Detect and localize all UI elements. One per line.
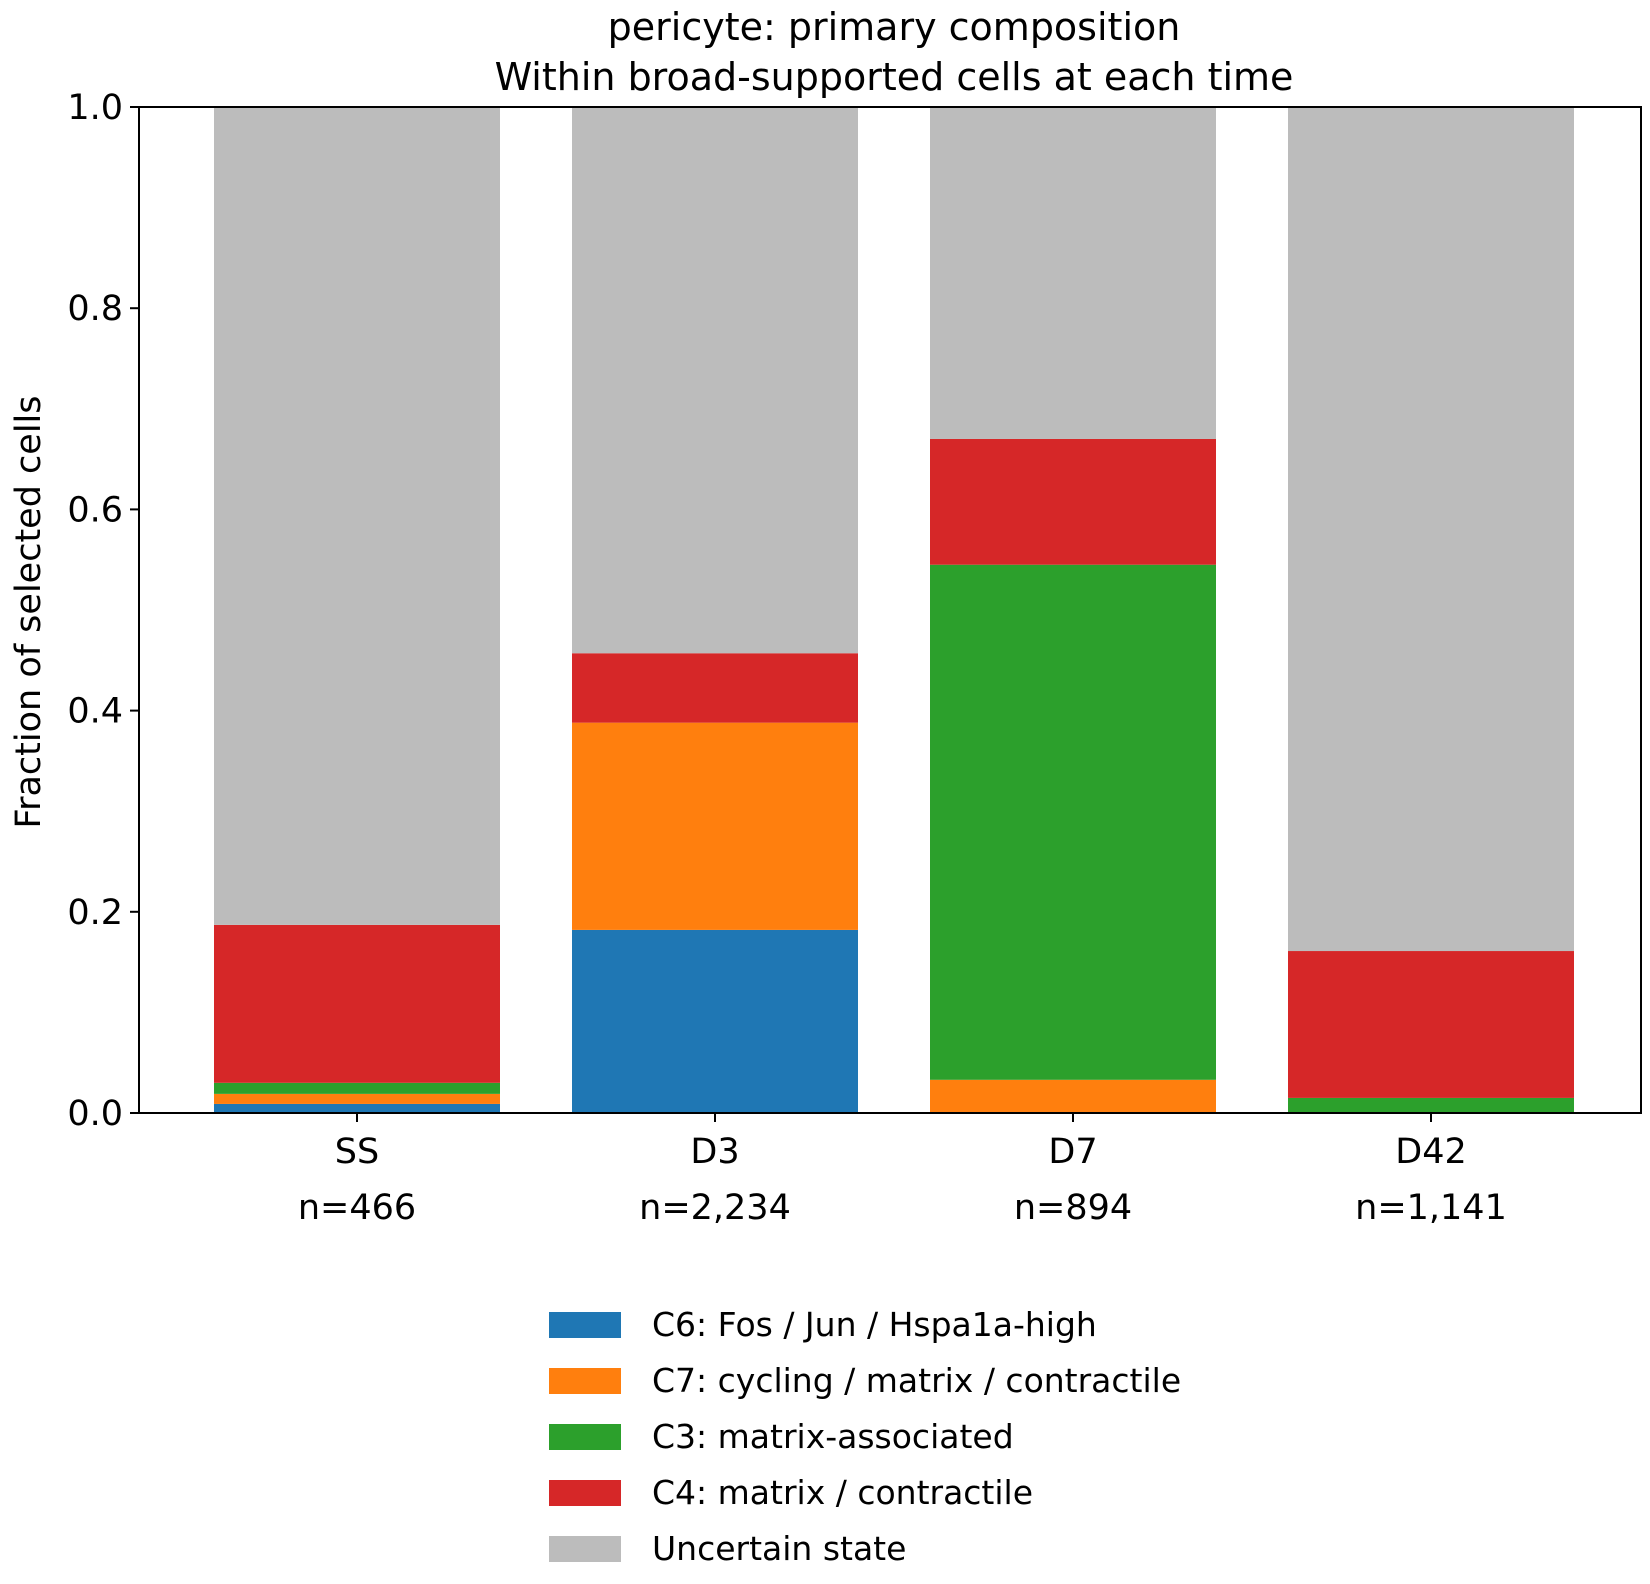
bar-segment [1288, 107, 1574, 952]
bar-segment [214, 924, 500, 1083]
x-tick-count-label: n=1,141 [1355, 1188, 1507, 1228]
legend-swatch [549, 1480, 621, 1506]
y-tick-label: 0.8 [67, 289, 123, 329]
chart-title: pericyte: primary composition [608, 5, 1181, 49]
y-tick-label: 1.0 [67, 88, 123, 128]
legend-label: C3: matrix-associated [652, 1417, 1014, 1456]
bar-segment [572, 929, 858, 1113]
bar-segment [214, 1082, 500, 1094]
bar-segment [930, 564, 1216, 1080]
chart-subtitle: Within broad-supported cells at each tim… [495, 55, 1294, 99]
legend-swatch [549, 1424, 621, 1450]
bars-group [214, 107, 1574, 1113]
x-tick-label: D3 [690, 1132, 739, 1172]
legend-label: Uncertain state [652, 1529, 907, 1568]
y-axis-label: Fraction of selected cells [9, 395, 49, 828]
bar-segment [214, 107, 500, 925]
legend-swatch [549, 1536, 621, 1562]
plot-frame [138, 106, 1642, 1114]
bar-segment [214, 1093, 500, 1104]
x-tick-count-label: n=466 [298, 1188, 416, 1228]
legend-swatch [549, 1312, 621, 1338]
bar-segment [1288, 1097, 1574, 1113]
x-tick-count-label: n=894 [1014, 1188, 1132, 1228]
bar-segment [572, 653, 858, 723]
legend-label: C6: Fos / Jun / Hspa1a-high [652, 1305, 1097, 1344]
bar-segment [572, 722, 858, 930]
x-tick-label: D7 [1048, 1132, 1097, 1172]
bar-segment [572, 107, 858, 654]
x-axis: SS n=466 D3 n=2,234 D7 n=894 D42 n=1,141 [298, 1113, 1507, 1228]
y-tick-label: 0.6 [67, 490, 123, 530]
legend-swatch [549, 1368, 621, 1394]
bar-segment [214, 1103, 500, 1113]
bar-segment [1288, 951, 1574, 1098]
bar-segment [930, 1079, 1216, 1113]
x-tick-label: D42 [1395, 1132, 1467, 1172]
bar-segment [930, 438, 1216, 565]
y-tick-label: 0.2 [67, 893, 123, 933]
x-tick-label: SS [335, 1132, 379, 1172]
bar-segment [930, 107, 1216, 439]
x-tick-count-label: n=2,234 [639, 1188, 791, 1228]
legend-label: C4: matrix / contractile [652, 1473, 1034, 1512]
legend-label: C7: cycling / matrix / contractile [652, 1361, 1182, 1400]
y-tick-label: 0.0 [67, 1094, 123, 1134]
y-tick-label: 0.4 [67, 692, 123, 732]
y-axis: 0.0 0.2 0.4 0.6 0.8 1.0 [67, 88, 139, 1134]
